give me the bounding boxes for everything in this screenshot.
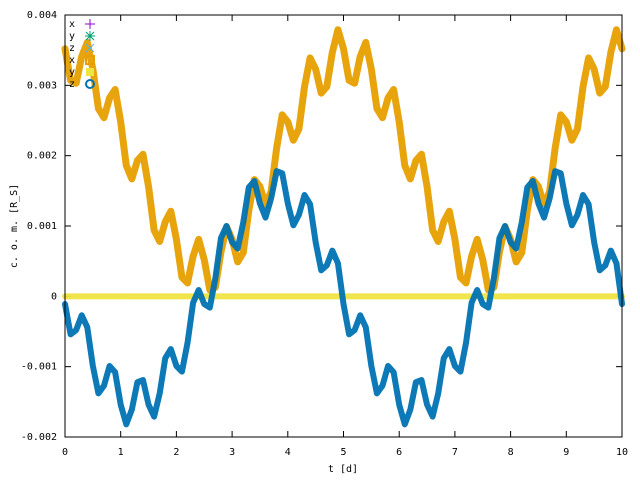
legend-entry: z bbox=[69, 79, 95, 90]
legend-symbol bbox=[85, 31, 95, 41]
series-line bbox=[61, 26, 626, 294]
legend-entry: y bbox=[69, 67, 94, 78]
legend-entry: y bbox=[69, 31, 95, 42]
x-tick-label: 0 bbox=[62, 447, 68, 458]
x-tick-label: 8 bbox=[508, 447, 514, 458]
legend-entry: x bbox=[69, 55, 95, 66]
series-line bbox=[62, 168, 625, 428]
x-tick-label: 3 bbox=[229, 447, 235, 458]
legend-symbol bbox=[85, 79, 95, 89]
legend-symbol bbox=[85, 43, 95, 53]
legend-label: z bbox=[69, 43, 75, 54]
x-axis-label: t [d] bbox=[328, 464, 358, 475]
legend-entry: x bbox=[69, 19, 95, 30]
x-tick-label: 5 bbox=[340, 447, 346, 458]
legend-symbol bbox=[86, 68, 94, 76]
y-tick-label: 0.004 bbox=[27, 10, 57, 21]
x-tick-label: 10 bbox=[616, 447, 628, 458]
y-tick-label: 0.003 bbox=[27, 80, 57, 91]
y-tick-label: -0.001 bbox=[21, 362, 57, 373]
y-tick-label: -0.002 bbox=[21, 432, 57, 443]
x-tick-label: 4 bbox=[285, 447, 291, 458]
legend-symbol bbox=[85, 55, 95, 65]
x-tick-label: 2 bbox=[173, 447, 179, 458]
x-tick-label: 7 bbox=[452, 447, 458, 458]
legend-symbol bbox=[85, 19, 95, 29]
legend-label: z bbox=[69, 79, 75, 90]
y-tick-label: 0 bbox=[51, 291, 57, 302]
plot-frame bbox=[64, 14, 623, 438]
y-axis-label: c. o. m. [R_S] bbox=[9, 184, 20, 268]
x-tick-label: 9 bbox=[563, 447, 569, 458]
legend-entry: z bbox=[69, 43, 95, 54]
legend-label: y bbox=[69, 31, 75, 42]
x-tick-label: 6 bbox=[396, 447, 402, 458]
y-tick-label: 0.001 bbox=[27, 221, 57, 232]
legend-label: x bbox=[69, 55, 75, 66]
legend-label: y bbox=[69, 67, 75, 78]
legend-label: x bbox=[69, 19, 75, 30]
x-tick-label: 1 bbox=[118, 447, 124, 458]
y-tick-label: 0.002 bbox=[27, 151, 57, 162]
